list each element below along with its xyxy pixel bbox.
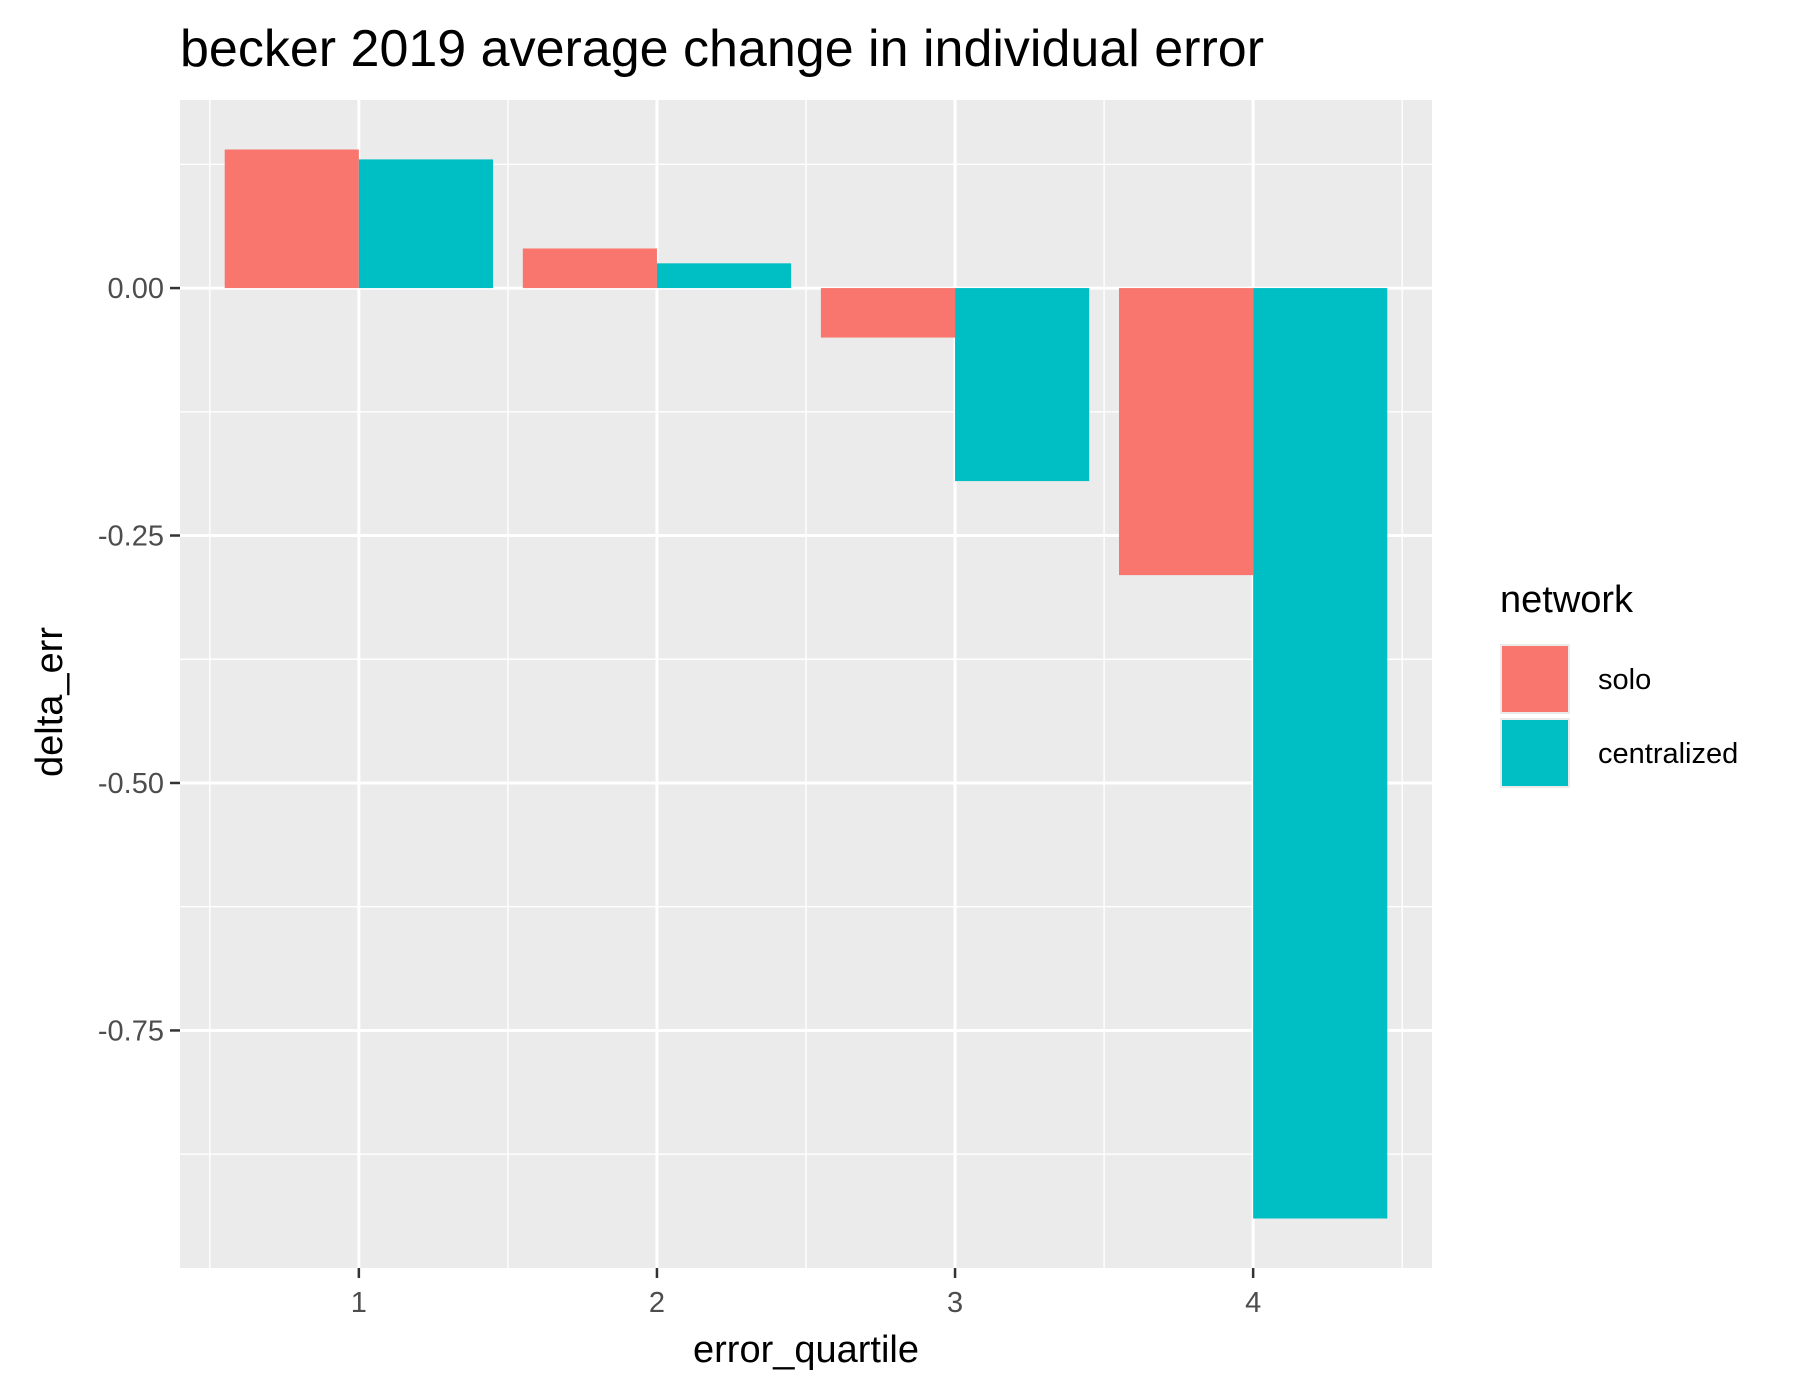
bar-centralized-2 [656, 263, 792, 289]
y-tick-label: -0.50 [98, 768, 164, 800]
bar-solo-4 [1119, 288, 1254, 576]
legend-title: network [1500, 579, 1634, 621]
y-tick-label: -0.25 [98, 521, 164, 553]
legend-swatch-solo [1502, 646, 1568, 712]
bar-solo-3 [820, 288, 956, 338]
x-tick-label: 3 [947, 1287, 963, 1319]
y-tick-label: -0.75 [98, 1015, 164, 1047]
y-tick-label: 0.00 [108, 273, 164, 305]
y-axis-title: delta_err [29, 627, 71, 777]
legend-label-centralized: centralized [1598, 738, 1738, 770]
bar-centralized-1 [358, 159, 493, 289]
x-tick-label: 1 [351, 1287, 367, 1319]
bar-solo-2 [522, 248, 657, 289]
bar-centralized-3 [955, 288, 1090, 482]
x-tick-label: 2 [649, 1287, 665, 1319]
bars [224, 149, 1388, 1219]
legend-swatch-centralized [1502, 720, 1568, 786]
x-axis-title: error_quartile [693, 1329, 919, 1371]
bar-centralized-4 [1253, 288, 1388, 1219]
y-axis: 0.00 -0.25 -0.50 -0.75 [98, 273, 180, 1047]
chart-title: becker 2019 average change in individual… [180, 20, 1264, 78]
grid-minor [180, 100, 1432, 1268]
x-axis: 1 2 3 4 [351, 1268, 1261, 1319]
legend: network solo centralized [1500, 579, 1738, 788]
legend-label-solo: solo [1598, 664, 1651, 696]
bar-solo-1 [224, 149, 359, 289]
x-tick-label: 4 [1245, 1287, 1261, 1319]
